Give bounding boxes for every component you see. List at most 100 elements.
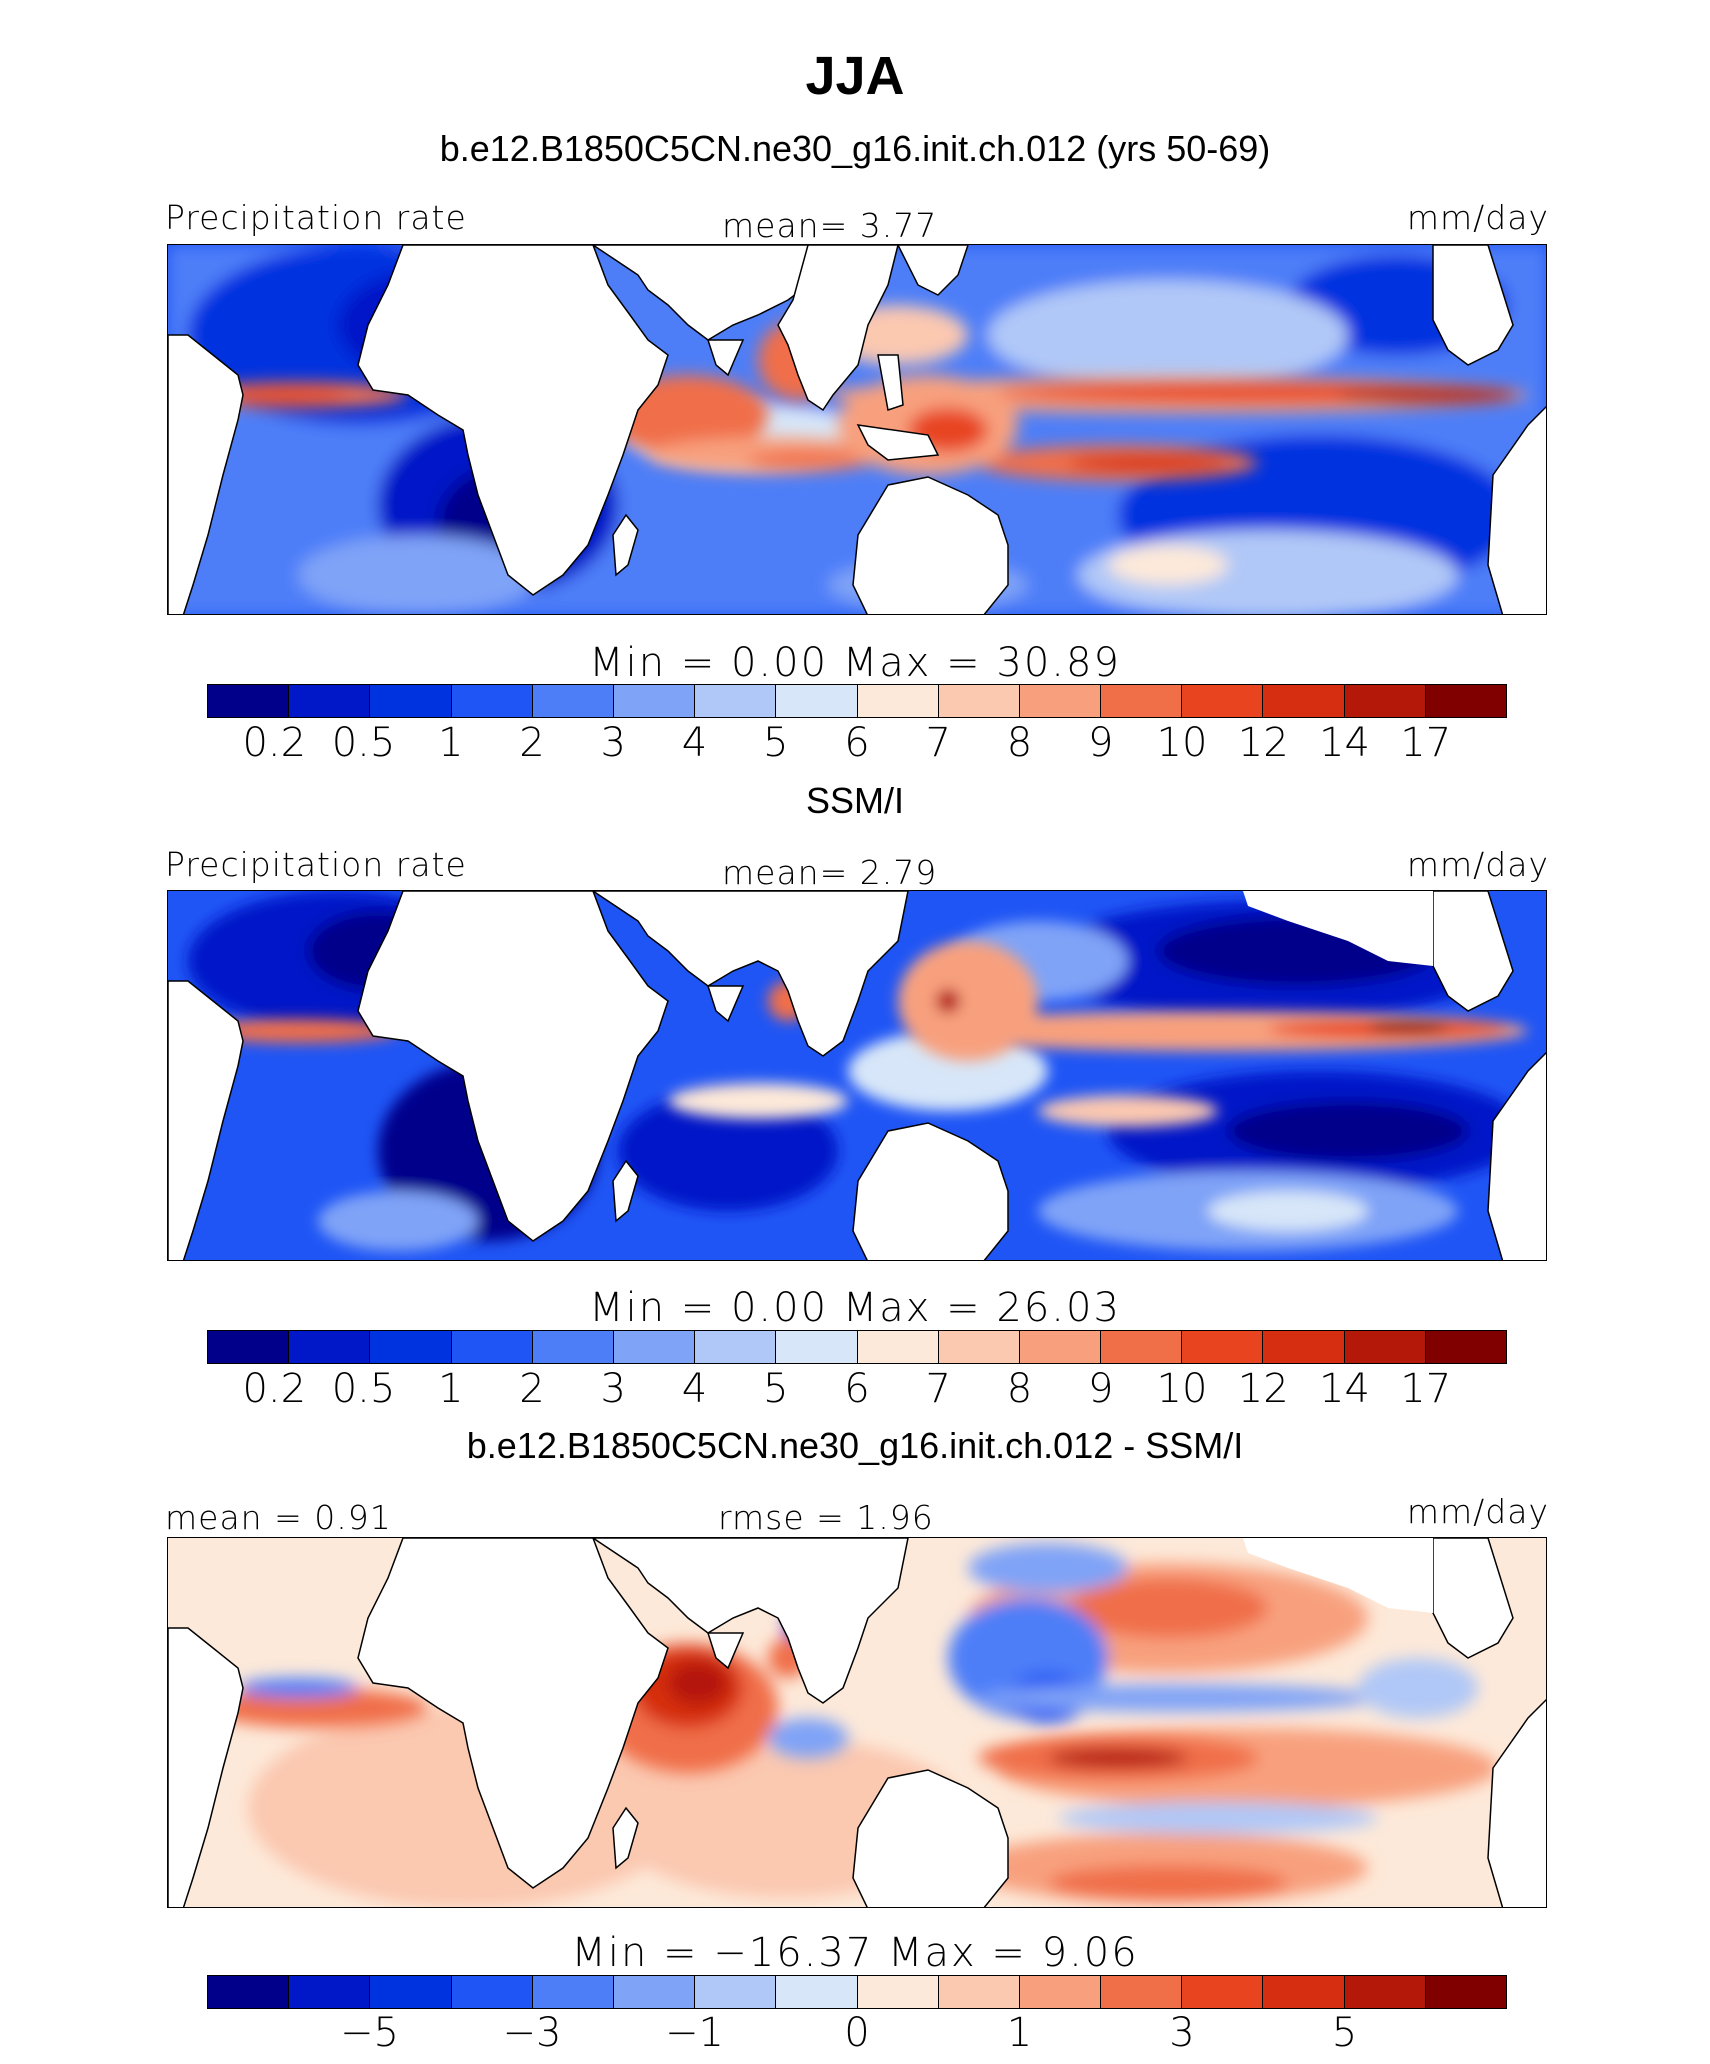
colorbar-cell bbox=[776, 685, 858, 717]
panel-3-map bbox=[167, 1537, 1547, 1908]
colorbar-tick-label: 1 bbox=[438, 720, 464, 766]
panel-2-map bbox=[167, 890, 1547, 1261]
colorbar-cell bbox=[532, 685, 614, 717]
colorbar-tick-label: 3 bbox=[600, 720, 626, 766]
panel-2-minmax: Min = 0.00 Max = 26.03 bbox=[0, 1285, 1710, 1331]
colorbar-cell bbox=[532, 1976, 614, 2008]
panel-2-max-label: Max = 26.03 bbox=[842, 1285, 1121, 1331]
colorbar-tick-label: 10 bbox=[1156, 1366, 1208, 1412]
colorbar-cell bbox=[1182, 1331, 1264, 1363]
colorbar-tick-label: 5 bbox=[1331, 2010, 1358, 2056]
colorbar-cell bbox=[1019, 1976, 1102, 2008]
colorbar-cell bbox=[208, 1331, 290, 1363]
panel-1-minmax: Min = 0.00 Max = 30.89 bbox=[0, 640, 1710, 686]
colorbar-tick-label: 2 bbox=[519, 720, 545, 766]
panel-1-title: b.e12.B1850C5CN.ne30_g16.init.ch.012 (yr… bbox=[439, 128, 1271, 169]
colorbar-tick-label: 0.5 bbox=[331, 1366, 396, 1412]
panel-2-colorbar-ticks: 0.2 0.5 1 2 3 4 5 6 7 8 9 10 12 14 17 bbox=[0, 1366, 1710, 1416]
colorbar-cell bbox=[613, 1331, 696, 1363]
colorbar-cell bbox=[938, 1976, 1020, 2008]
colorbar-tick-label: 6 bbox=[844, 720, 870, 766]
colorbar-cell bbox=[1263, 1331, 1345, 1363]
colorbar-cell bbox=[857, 1331, 939, 1363]
colorbar-tick-label: 7 bbox=[925, 720, 951, 766]
colorbar-tick-label: 2 bbox=[519, 1366, 545, 1412]
panel-2-map-svg bbox=[168, 891, 1546, 1260]
panel-1-colorbar-ticks: 0.2 0.5 1 2 3 4 5 6 7 8 9 10 12 14 17 bbox=[0, 720, 1710, 770]
colorbar-tick-label: 1 bbox=[438, 1366, 464, 1412]
colorbar-tick-label: 14 bbox=[1319, 1366, 1370, 1412]
panel-1-map bbox=[167, 244, 1547, 615]
panel-1-map-svg bbox=[168, 245, 1546, 614]
colorbar-tick-label: 0 bbox=[844, 2010, 870, 2056]
panel-3-title: b.e12.B1850C5CN.ne30_g16.init.ch.012 - S… bbox=[466, 1425, 1244, 1466]
colorbar-tick-label: 0.2 bbox=[242, 1366, 307, 1412]
colorbar-tick-label: 6 bbox=[844, 1366, 870, 1412]
panel-3-units-label: mm/day bbox=[1406, 1492, 1549, 1531]
panel-2-title: SSM/I bbox=[805, 780, 904, 821]
panel-1-max-label: Max = 30.89 bbox=[842, 640, 1121, 686]
colorbar-cell bbox=[451, 1331, 533, 1363]
colorbar-tick-label: 5 bbox=[763, 720, 789, 766]
colorbar-cell bbox=[1344, 1331, 1426, 1363]
page-title: JJA bbox=[805, 46, 905, 106]
colorbar-cell bbox=[451, 685, 533, 717]
colorbar-cell bbox=[1263, 685, 1345, 717]
colorbar-cell bbox=[1425, 1331, 1506, 1363]
panel-2-min-label: Min = 0.00 bbox=[589, 1285, 829, 1331]
colorbar-tick-label: 17 bbox=[1400, 720, 1452, 766]
colorbar-cell bbox=[938, 1331, 1020, 1363]
colorbar-cell bbox=[776, 1976, 858, 2008]
colorbar-cell bbox=[1101, 1976, 1183, 2008]
colorbar-tick-label: 4 bbox=[681, 1366, 708, 1412]
colorbar-tick-label: 1 bbox=[1006, 2010, 1033, 2056]
colorbar-tick-label: 9 bbox=[1088, 720, 1114, 766]
colorbar-cell bbox=[1182, 685, 1264, 717]
panel-3-minmax: Min = −16.37 Max = 9.06 bbox=[0, 1930, 1710, 1976]
colorbar-cell bbox=[1101, 685, 1183, 717]
colorbar-tick-label: 17 bbox=[1400, 1366, 1452, 1412]
colorbar-cell bbox=[1182, 1976, 1264, 2008]
colorbar-cell bbox=[776, 1331, 858, 1363]
colorbar-tick-label: 12 bbox=[1237, 1366, 1289, 1412]
colorbar-cell bbox=[370, 1331, 452, 1363]
colorbar-cell bbox=[1344, 685, 1426, 717]
panel-3-rmse-label: rmse = 1.96 bbox=[718, 1498, 934, 1537]
colorbar-cell bbox=[208, 685, 290, 717]
colorbar-tick-label: 0.2 bbox=[242, 720, 307, 766]
colorbar-tick-label: 3 bbox=[1169, 2010, 1195, 2056]
colorbar-cell bbox=[1425, 1976, 1506, 2008]
colorbar-tick-label: 12 bbox=[1237, 720, 1289, 766]
panel-3-min-label: Min = −16.37 bbox=[571, 1930, 874, 1976]
colorbar-cell bbox=[1101, 1331, 1183, 1363]
colorbar-tick-label: 3 bbox=[600, 1366, 626, 1412]
colorbar-cell bbox=[451, 1976, 533, 2008]
colorbar-tick-label: 9 bbox=[1088, 1366, 1114, 1412]
colorbar-tick-label: −1 bbox=[665, 2010, 724, 2056]
colorbar-cell bbox=[695, 685, 777, 717]
panel-3-max-label: Max = 9.06 bbox=[887, 1930, 1139, 1976]
panel-3-colorbar bbox=[207, 1975, 1507, 2009]
colorbar-cell bbox=[370, 1976, 452, 2008]
panel-2-mean-label: mean= 2.79 bbox=[722, 853, 938, 892]
colorbar-tick-label: 8 bbox=[1006, 720, 1033, 766]
colorbar-cell bbox=[532, 1331, 614, 1363]
panel-1-min-label: Min = 0.00 bbox=[589, 640, 829, 686]
colorbar-tick-label: −5 bbox=[340, 2010, 399, 2056]
colorbar-tick-label: 0.5 bbox=[331, 720, 396, 766]
colorbar-cell bbox=[613, 685, 696, 717]
colorbar-cell bbox=[370, 685, 452, 717]
colorbar-cell bbox=[1263, 1976, 1345, 2008]
panel-1-variable-label: Precipitation rate bbox=[165, 198, 467, 237]
colorbar-cell bbox=[289, 685, 371, 717]
panel-2-units-label: mm/day bbox=[1406, 845, 1549, 884]
colorbar-tick-label: 4 bbox=[681, 720, 708, 766]
colorbar-tick-label: 7 bbox=[925, 1366, 951, 1412]
colorbar-cell bbox=[857, 685, 939, 717]
colorbar-tick-label: 10 bbox=[1156, 720, 1208, 766]
colorbar-cell bbox=[1425, 685, 1506, 717]
panel-1-colorbar bbox=[207, 684, 1507, 718]
colorbar-tick-label: 5 bbox=[763, 1366, 789, 1412]
panel-3-colorbar-ticks: −5 −3 −1 0 1 3 5 bbox=[0, 2010, 1710, 2060]
colorbar-cell bbox=[613, 1976, 696, 2008]
